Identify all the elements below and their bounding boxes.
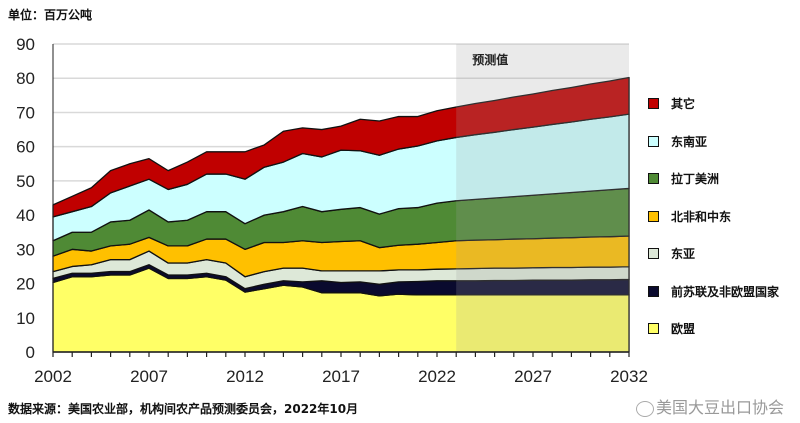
legend-swatch (648, 323, 659, 334)
legend-item: 其它 (648, 95, 695, 112)
y-tick-label: 10 (16, 309, 35, 328)
x-tick-label: 2007 (130, 367, 168, 386)
x-tick-label: 2022 (418, 367, 456, 386)
x-tick-label: 2032 (610, 367, 648, 386)
y-tick-label: 80 (16, 69, 35, 88)
y-tick-label: 20 (16, 275, 35, 294)
watermark-text: 美国大豆出口协会 (656, 398, 785, 417)
legend-item: 东南亚 (648, 133, 707, 150)
y-tick-label: 50 (16, 172, 35, 191)
y-tick-label: 70 (16, 103, 35, 122)
legend-item: 拉丁美洲 (648, 170, 719, 187)
legend-label: 拉丁美洲 (671, 172, 720, 186)
y-tick-label: 60 (16, 138, 35, 157)
legend-label: 北非和中东 (671, 209, 732, 224)
legend-swatch (648, 135, 659, 147)
legend-label: 东亚 (671, 247, 696, 261)
legend-item: 前苏联及非欧盟国家 (648, 283, 779, 300)
legend-label: 其它 (671, 97, 696, 111)
legend-label: 前苏联及非欧盟国家 (671, 284, 780, 299)
legend-item: 北非和中东 (648, 208, 731, 225)
x-tick-label: 2002 (34, 367, 72, 386)
legend-label: 欧盟 (671, 322, 696, 336)
legend-label: 东南亚 (671, 134, 708, 149)
y-tick-label: 30 (16, 240, 35, 259)
forecast-region (456, 44, 629, 352)
x-tick-label: 2017 (322, 367, 360, 386)
legend-swatch (648, 248, 659, 259)
x-tick-label: 2027 (514, 367, 552, 386)
wechat-icon (636, 400, 654, 417)
y-tick-label: 90 (16, 35, 35, 54)
source-note: 数据来源：美国农业部，机构间农产品预测委员会，2022年10月 (8, 402, 359, 416)
legend-swatch (648, 173, 659, 184)
legend-swatch (648, 98, 659, 109)
y-tick-label: 0 (26, 343, 35, 362)
y-tick-label: 40 (16, 206, 35, 225)
legend-swatch (648, 285, 659, 297)
watermark: 美国大豆出口协会 (636, 398, 784, 418)
unit-label: 单位：百万公吨 (8, 8, 93, 22)
legend-item: 东亚 (648, 245, 695, 262)
legend-item: 欧盟 (648, 320, 695, 337)
legend-swatch (648, 210, 659, 222)
forecast-label: 预测值 (472, 52, 508, 67)
x-tick-label: 2012 (226, 367, 264, 386)
area-其它 (52, 76, 630, 218)
